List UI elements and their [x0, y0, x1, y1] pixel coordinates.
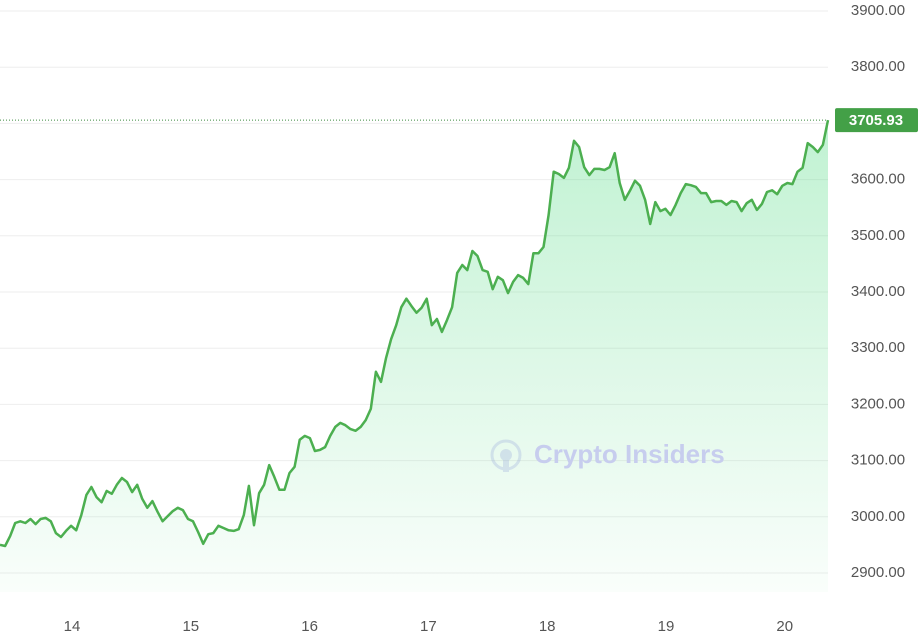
y-tick-label: 3900.00 — [851, 2, 905, 19]
last-price-box — [835, 108, 918, 133]
x-tick-label: 18 — [539, 618, 556, 635]
x-tick-label: 15 — [182, 618, 199, 635]
y-tick-label: 3100.00 — [851, 452, 905, 469]
y-tick-label: 3800.00 — [851, 58, 905, 75]
price-line — [0, 119, 830, 548]
last-price-label: 3705.93 — [849, 112, 903, 129]
y-tick-label: 3600.00 — [851, 171, 905, 188]
watermark-logo — [490, 439, 522, 472]
area — [0, 120, 828, 592]
x-tick-label: 19 — [658, 618, 675, 635]
x-tick-label: 20 — [776, 618, 793, 635]
y-tick-label: 3300.00 — [851, 339, 905, 356]
x-tick-label: 17 — [420, 618, 437, 635]
y-tick-label: 3500.00 — [851, 227, 905, 244]
y-tick-label: 3000.00 — [851, 508, 905, 525]
y-tick-label: 2900.00 — [851, 564, 905, 581]
y-tick-label: 3200.00 — [851, 395, 905, 412]
x-tick-label: 16 — [301, 618, 318, 635]
watermark: Crypto Insiders — [534, 439, 725, 469]
x-tick-label: 14 — [64, 618, 81, 635]
y-tick-label: 3400.00 — [851, 283, 905, 300]
